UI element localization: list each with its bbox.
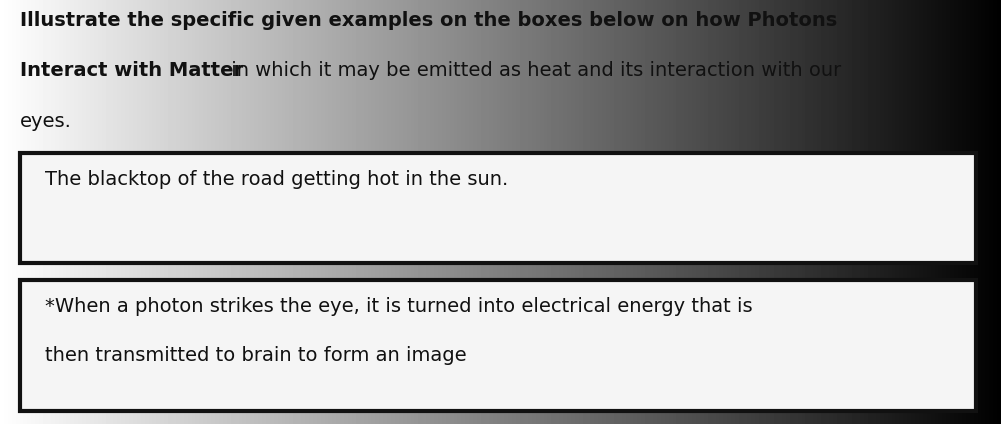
Text: Illustrate the specific given examples on the boxes below on how Photons: Illustrate the specific given examples o… (20, 11, 837, 30)
Text: The blacktop of the road getting hot in the sun.: The blacktop of the road getting hot in … (45, 170, 509, 189)
FancyBboxPatch shape (20, 153, 976, 263)
Text: then transmitted to brain to form an image: then transmitted to brain to form an ima… (45, 346, 466, 365)
FancyBboxPatch shape (20, 280, 976, 411)
Text: eyes.: eyes. (20, 112, 72, 131)
Text: in which it may be emitted as heat and its interaction with our: in which it may be emitted as heat and i… (225, 61, 842, 81)
Text: *When a photon strikes the eye, it is turned into electrical energy that is: *When a photon strikes the eye, it is tu… (45, 297, 753, 316)
Text: Interact with Matter: Interact with Matter (20, 61, 243, 81)
